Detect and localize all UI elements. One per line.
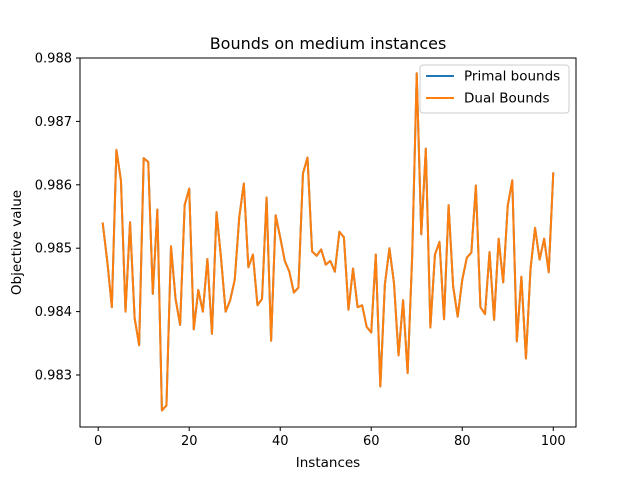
x-tick-label: 100	[541, 434, 566, 449]
x-axis-label: Instances	[296, 455, 360, 471]
x-tick-label: 0	[94, 434, 102, 449]
series-line-dual-bounds	[101, 72, 555, 412]
legend-box	[419, 64, 570, 114]
plot-frame	[79, 57, 577, 428]
chart-title: Bounds on medium instances	[210, 34, 447, 53]
legend-label-dual-bounds: Dual Bounds	[464, 91, 550, 107]
y-tick-label: 0.983	[35, 369, 72, 384]
x-tick-label: 40	[272, 434, 289, 449]
x-tick-label: 20	[181, 434, 198, 449]
y-axis: 0.983 0.984 0.985 0.986 0.987 0.988	[35, 52, 80, 384]
x-axis: 0 20 40 60 80 100	[94, 427, 566, 449]
y-tick-label: 0.988	[35, 52, 72, 67]
legend: Primal bounds Dual Bounds	[419, 64, 570, 114]
series-layer	[101, 72, 555, 412]
x-tick-label: 80	[454, 434, 471, 449]
y-tick-label: 0.986	[35, 178, 72, 193]
y-axis-label: Objective value	[9, 190, 25, 295]
x-tick-label: 60	[363, 434, 380, 449]
y-tick-label: 0.984	[35, 305, 72, 320]
y-tick-label: 0.987	[35, 115, 72, 130]
legend-label-primal-bounds: Primal bounds	[464, 69, 560, 85]
y-tick-label: 0.985	[35, 242, 72, 257]
